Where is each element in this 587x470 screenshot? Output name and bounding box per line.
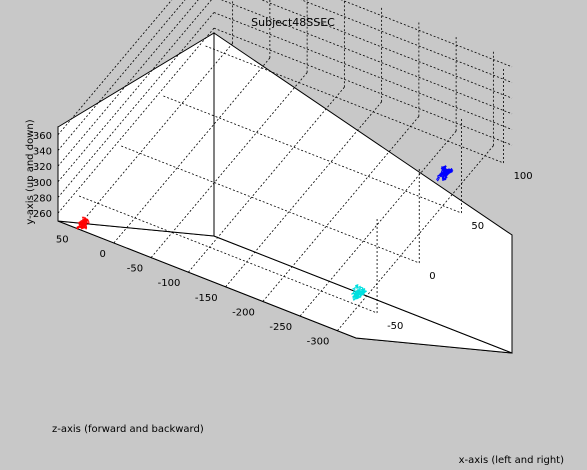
grid-line-z — [337, 145, 494, 331]
x-tick-label: 50 — [471, 221, 484, 232]
grid-line-y-left — [57, 0, 199, 167]
z-tick-label: -200 — [232, 307, 255, 318]
z-tick-label: -100 — [158, 278, 181, 289]
x-axis-label: x-axis (left and right) — [459, 455, 565, 466]
grid-line-z — [299, 130, 457, 317]
y-tick-labels: 260 280 300 320 340 360 — [33, 131, 52, 220]
z-tick-label: -50 — [127, 264, 143, 275]
grid-line-y-rear — [220, 0, 513, 115]
chart-title: Subject48SSEC — [251, 16, 335, 29]
trajectories — [76, 164, 454, 302]
grid-line-x — [205, 45, 504, 164]
trajectory-0 — [76, 216, 90, 231]
wall-rear — [57, 32, 215, 237]
z-tick-label: 50 — [56, 234, 69, 245]
z-axis-label: z-axis (forward and backward) — [52, 424, 204, 435]
z-tick-label: -300 — [307, 337, 330, 348]
z-tick-label: -150 — [195, 293, 218, 304]
grid-line-z — [76, 43, 233, 229]
y-tick-label: 340 — [33, 147, 52, 158]
grid-line-x — [163, 95, 462, 214]
y-tick-label: 280 — [33, 194, 52, 205]
grid-line-y-rear — [340, 0, 513, 68]
grid-line-y-rear — [213, 27, 513, 146]
y-tick-label: 320 — [33, 162, 52, 173]
grid-line-y-left — [57, 0, 186, 151]
grid-line-y-left — [57, 0, 173, 136]
grid-line-z — [188, 86, 345, 273]
y-axis-label: y-axis (up and down) — [25, 119, 36, 224]
z-tick-labels: 50 0 -50 -100 -150 -200 -250 -300 — [56, 234, 329, 347]
trajectory-1 — [351, 284, 368, 302]
grid-line-y-rear — [260, 0, 513, 99]
grid-line-z — [225, 101, 382, 288]
wall-rear-right — [213, 32, 513, 354]
grid-line-z — [113, 57, 271, 244]
grid-lines — [57, 0, 513, 331]
x-tick-label: 0 — [429, 271, 435, 282]
y-tick-label: 260 — [33, 209, 52, 220]
x-tick-label: 100 — [514, 171, 533, 182]
grid-line-z — [150, 72, 308, 258]
y-tick-label: 360 — [33, 131, 52, 142]
grid-line-x — [121, 145, 420, 264]
grid-line-x — [78, 195, 378, 314]
x-tick-labels: -50 0 50 100 — [387, 171, 533, 332]
grid-line-y-left — [57, 27, 215, 214]
z-tick-label: -250 — [269, 322, 292, 333]
grid-line-y-rear — [300, 0, 513, 83]
grid-line-z — [262, 116, 420, 302]
grid-line-y-left — [57, 0, 212, 183]
y-tick-label: 300 — [33, 178, 52, 189]
z-tick-label: 0 — [100, 249, 106, 260]
grid-line-y-left — [57, 12, 215, 198]
x-tick-label: -50 — [387, 321, 403, 332]
grid-line-y-rear — [213, 12, 513, 130]
trajectory-2 — [436, 164, 454, 182]
